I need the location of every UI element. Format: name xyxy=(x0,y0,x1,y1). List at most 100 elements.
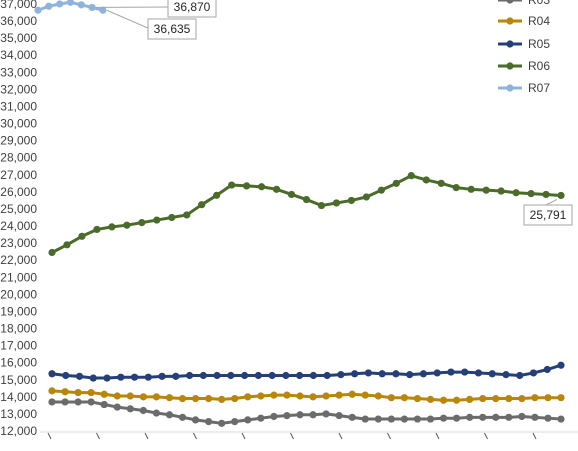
data-point xyxy=(179,395,186,402)
data-point xyxy=(542,191,549,198)
data-point xyxy=(468,186,475,193)
data-point xyxy=(257,415,264,422)
series-r06 xyxy=(48,172,564,256)
data-point xyxy=(318,202,325,209)
svg-text:R05: R05 xyxy=(528,37,550,51)
series-layer xyxy=(34,0,564,427)
data-point xyxy=(270,392,277,399)
data-point xyxy=(466,414,473,421)
y-tick-label: 17,000 xyxy=(0,339,37,353)
data-point xyxy=(183,211,190,218)
data-point xyxy=(145,374,152,381)
data-point xyxy=(544,415,551,422)
data-point xyxy=(388,394,395,401)
data-point xyxy=(348,197,355,204)
y-tick-label: 19,000 xyxy=(0,304,37,318)
data-point xyxy=(423,176,430,183)
x-tick-mark xyxy=(194,433,197,439)
data-point xyxy=(108,223,115,230)
y-tick-label: 20,000 xyxy=(0,287,37,301)
data-point xyxy=(192,416,199,423)
data-point xyxy=(288,191,295,198)
data-point xyxy=(255,372,262,379)
data-point xyxy=(498,187,505,194)
data-point xyxy=(90,374,97,381)
data-point xyxy=(273,186,280,193)
data-label: 36,870 xyxy=(96,0,216,17)
data-point xyxy=(375,392,382,399)
data-point xyxy=(101,401,108,408)
data-point xyxy=(48,387,55,394)
data-point xyxy=(198,201,205,208)
data-point xyxy=(557,415,564,422)
y-tick-label: 21,000 xyxy=(0,270,37,284)
data-point xyxy=(140,393,147,400)
y-tick-label: 22,000 xyxy=(0,253,37,267)
data-point xyxy=(93,226,100,233)
data-point xyxy=(362,392,369,399)
data-point xyxy=(231,395,238,402)
data-point xyxy=(88,389,95,396)
y-tick-label: 13,000 xyxy=(0,407,37,421)
y-tick-label: 28,000 xyxy=(0,151,37,165)
data-point xyxy=(544,366,551,373)
x-axis xyxy=(40,432,578,439)
data-point xyxy=(453,397,460,404)
y-tick-label: 18,000 xyxy=(0,322,37,336)
data-point xyxy=(88,398,95,405)
data-point xyxy=(48,249,55,256)
data-point xyxy=(76,373,83,380)
data-point xyxy=(414,395,421,402)
data-point xyxy=(168,214,175,221)
data-point xyxy=(479,395,486,402)
data-point xyxy=(227,372,234,379)
x-tick-mark xyxy=(436,433,439,439)
data-point xyxy=(241,372,248,379)
data-point xyxy=(362,415,369,422)
data-point xyxy=(140,407,147,414)
data-point xyxy=(365,369,372,376)
data-point xyxy=(114,403,121,410)
x-tick-mark xyxy=(339,433,342,439)
data-point xyxy=(283,412,290,419)
y-tick-label: 31,000 xyxy=(0,99,37,113)
data-point xyxy=(67,0,74,6)
svg-text:25,791: 25,791 xyxy=(530,208,567,222)
data-point xyxy=(186,372,193,379)
data-point xyxy=(309,393,316,400)
svg-text:36,635: 36,635 xyxy=(154,22,191,36)
data-label: 25,791 xyxy=(524,199,572,225)
data-point xyxy=(231,418,238,425)
data-point xyxy=(103,374,110,381)
data-point xyxy=(378,187,385,194)
y-tick-label: 14,000 xyxy=(0,390,37,404)
data-point xyxy=(492,395,499,402)
data-point xyxy=(440,397,447,404)
data-point xyxy=(557,362,564,369)
data-point xyxy=(172,373,179,380)
legend-entry-r06: R06 xyxy=(498,59,550,73)
x-tick-mark xyxy=(242,433,245,439)
y-tick-label: 15,000 xyxy=(0,373,37,387)
data-point xyxy=(63,241,70,248)
x-tick-mark xyxy=(533,433,536,439)
data-point xyxy=(388,415,395,422)
data-point xyxy=(283,392,290,399)
data-point xyxy=(336,412,343,419)
data-point xyxy=(61,398,68,405)
data-point xyxy=(518,395,525,402)
x-tick-mark xyxy=(48,433,51,439)
data-point xyxy=(75,398,82,405)
data-point xyxy=(483,187,490,194)
series-line xyxy=(52,365,561,378)
data-point xyxy=(414,415,421,422)
data-point xyxy=(282,372,289,379)
data-point xyxy=(117,374,124,381)
y-tick-label: 29,000 xyxy=(0,134,37,148)
data-point xyxy=(244,416,251,423)
data-point xyxy=(166,411,173,418)
data-point xyxy=(45,3,52,10)
data-point xyxy=(322,392,329,399)
